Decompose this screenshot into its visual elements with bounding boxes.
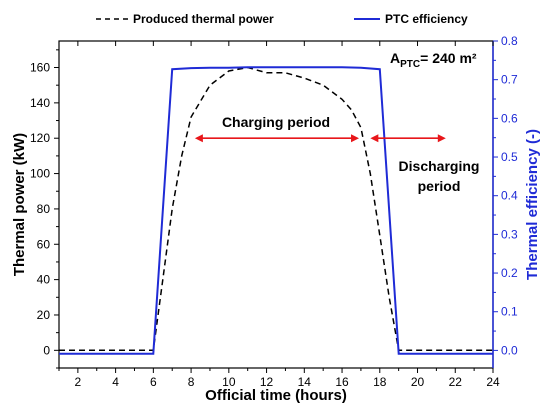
- series-lines: [59, 66, 493, 355]
- charging-arrow-head-left: [194, 134, 203, 143]
- series-line-thermal-power: [59, 66, 493, 352]
- y-ticks: 0 20 40 60 80 100 120 140 160: [30, 49, 59, 369]
- x-tick-label: 10: [222, 375, 236, 389]
- y2-tick-label: 0.1: [501, 305, 518, 319]
- annotations: APTC= 240 m² Charging period Discharging…: [194, 50, 480, 194]
- x-tick-label: 14: [298, 375, 312, 389]
- y2-ticks: 0.0 0.1 0.2 0.3 0.4 0.5 0.6 0.7 0.8: [493, 34, 518, 357]
- x-tick-label: 20: [411, 375, 425, 389]
- y-tick-label: 20: [37, 308, 51, 322]
- y2-tick-label: 0.4: [501, 189, 518, 203]
- x-axis-title: Official time (hours): [205, 387, 347, 404]
- y2-tick-label: 0.5: [501, 150, 518, 164]
- y-tick-label: 40: [37, 273, 51, 287]
- discharging-period-label-line1: Discharging: [399, 158, 480, 174]
- discharging-period-label-line2: period: [418, 178, 461, 194]
- y2-tick-label: 0.8: [501, 34, 518, 48]
- x-tick-label: 8: [188, 375, 195, 389]
- legend-label-ptc-efficiency: PTC efficiency: [385, 12, 468, 26]
- x-tick-label: 24: [486, 375, 500, 389]
- y2-tick-label: 0.7: [501, 73, 518, 87]
- y-tick-label: 80: [37, 202, 51, 216]
- x-tick-label: 12: [260, 375, 274, 389]
- x-tick-label: 16: [335, 375, 349, 389]
- discharging-arrow-head-left: [370, 134, 379, 143]
- charging-period-label: Charging period: [222, 114, 330, 130]
- charging-arrow-head-right: [351, 134, 360, 143]
- x-tick-label: 18: [373, 375, 387, 389]
- legend-label-thermal-power: Produced thermal power: [133, 12, 274, 26]
- y2-tick-label: 0.0: [501, 343, 518, 357]
- x-tick-label: 2: [75, 375, 82, 389]
- plot-frame: [58, 40, 494, 369]
- x-tick-label: 6: [150, 375, 157, 389]
- aptc-label: APTC= 240 m²: [390, 50, 477, 70]
- y-tick-label: 120: [30, 131, 50, 145]
- y-tick-label: 0: [43, 343, 50, 357]
- x-tick-label: 22: [449, 375, 463, 389]
- y2-tick-label: 0.2: [501, 266, 518, 280]
- discharging-arrow-head-right: [437, 134, 446, 143]
- y2-tick-label: 0.3: [501, 227, 518, 241]
- y-axis-title: Thermal power (kW): [11, 133, 28, 276]
- y2-axis-title: Thermal efficiency (-): [524, 129, 541, 280]
- x-tick-label: 4: [112, 375, 119, 389]
- series-line-ptc-efficiency: [59, 66, 493, 355]
- y-tick-label: 60: [37, 237, 51, 251]
- y-tick-label: 140: [30, 96, 50, 110]
- x-ticks: 2 4 6 8 10 12 14 16 18 20 22 24: [58, 41, 500, 389]
- y-tick-label: 100: [30, 167, 50, 181]
- legend: Produced thermal power PTC efficiency: [96, 12, 468, 26]
- period-arrows: [194, 134, 446, 143]
- y-tick-label: 160: [30, 61, 50, 75]
- y2-tick-label: 0.6: [501, 111, 518, 125]
